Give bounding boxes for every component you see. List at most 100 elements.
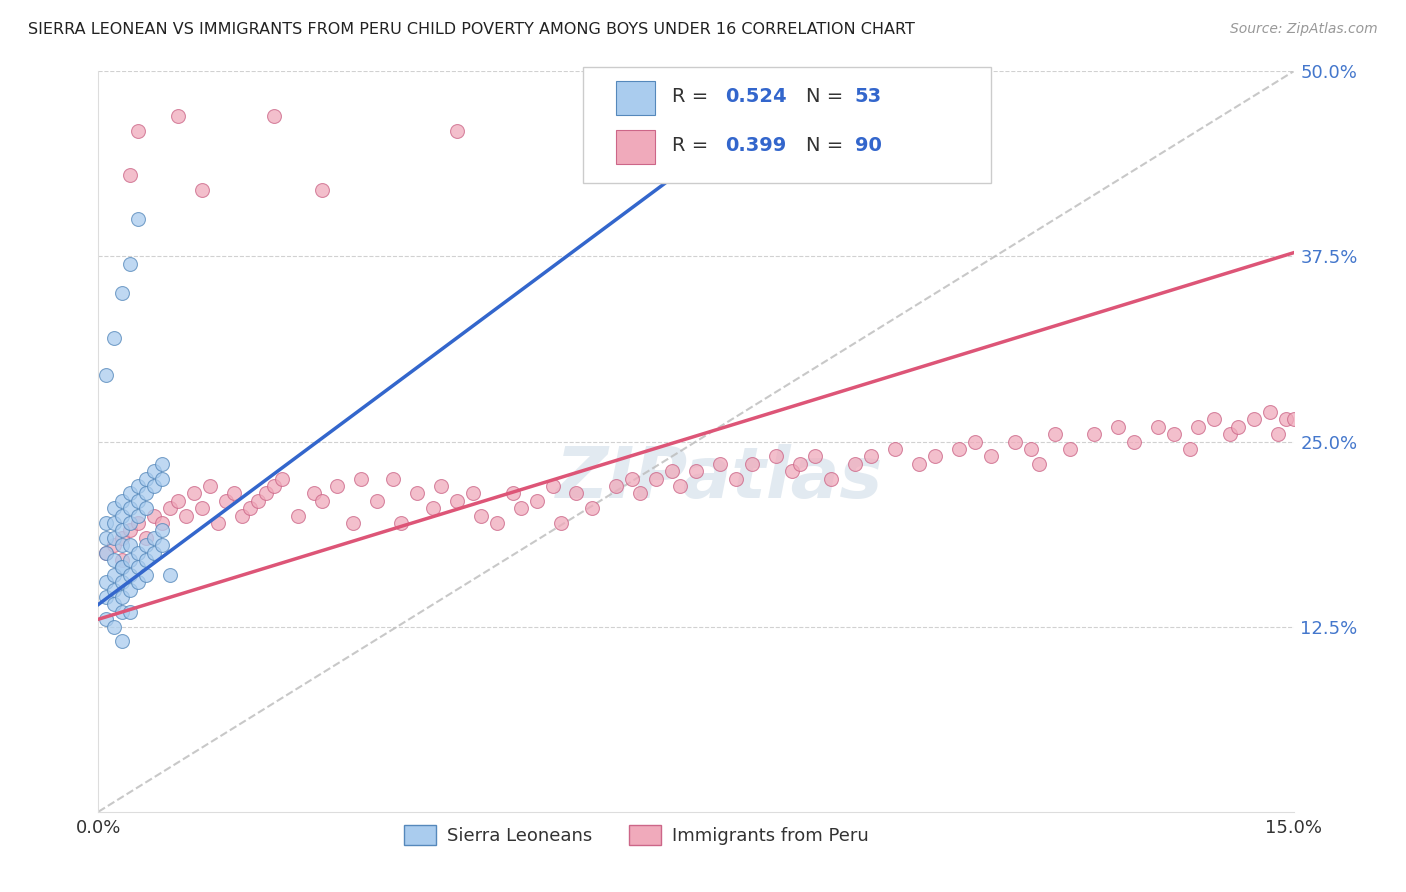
Point: [485, 516, 508, 530]
Point: [860, 450, 883, 464]
Point: [103, 501, 125, 516]
Point: [174, 508, 197, 523]
Point: [127, 575, 149, 590]
Point: [963, 434, 986, 449]
Point: [1202, 412, 1225, 426]
Point: [143, 531, 166, 545]
Point: [135, 471, 157, 485]
Point: [1147, 419, 1170, 434]
Point: [143, 546, 166, 560]
Point: [924, 450, 946, 464]
Point: [741, 457, 763, 471]
Point: [120, 582, 142, 597]
Text: 0.399: 0.399: [725, 136, 787, 155]
Point: [127, 479, 149, 493]
Point: [628, 486, 651, 500]
Point: [127, 123, 149, 137]
Point: [1163, 427, 1185, 442]
Point: [127, 508, 149, 523]
Point: [709, 457, 731, 471]
Point: [103, 619, 125, 633]
Point: [502, 486, 524, 500]
Point: [127, 493, 149, 508]
Point: [159, 567, 181, 582]
Point: [120, 538, 142, 552]
Point: [1019, 442, 1042, 456]
Legend: Sierra Leoneans, Immigrants from Peru: Sierra Leoneans, Immigrants from Peru: [395, 815, 877, 855]
Point: [389, 516, 412, 530]
Point: [120, 524, 142, 538]
Point: [120, 567, 142, 582]
Point: [103, 538, 125, 552]
Point: [645, 471, 668, 485]
Point: [215, 493, 238, 508]
Text: 0.524: 0.524: [725, 87, 787, 106]
Point: [111, 524, 134, 538]
Point: [143, 464, 166, 478]
Point: [270, 471, 292, 485]
Point: [366, 493, 388, 508]
Point: [1083, 427, 1105, 442]
Point: [311, 183, 333, 197]
Point: [685, 464, 707, 478]
Point: [120, 553, 142, 567]
Point: [1219, 427, 1241, 442]
Point: [326, 479, 349, 493]
Point: [127, 560, 149, 574]
Point: [350, 471, 373, 485]
Point: [1187, 419, 1209, 434]
Point: [422, 501, 444, 516]
Point: [135, 567, 157, 582]
Point: [103, 516, 125, 530]
Point: [150, 524, 173, 538]
Point: [96, 516, 118, 530]
Point: [980, 450, 1002, 464]
Point: [120, 486, 142, 500]
Point: [1123, 434, 1146, 449]
Point: [159, 501, 181, 516]
Point: [103, 598, 125, 612]
Point: [111, 531, 134, 545]
Point: [605, 479, 627, 493]
Text: Source: ZipAtlas.com: Source: ZipAtlas.com: [1230, 22, 1378, 37]
Point: [150, 471, 173, 485]
Point: [135, 486, 157, 500]
Point: [430, 479, 453, 493]
Point: [127, 212, 149, 227]
Point: [96, 575, 118, 590]
Point: [111, 560, 134, 574]
Text: N =: N =: [806, 136, 849, 155]
Point: [246, 493, 269, 508]
Point: [526, 493, 548, 508]
Point: [789, 457, 811, 471]
Point: [135, 531, 157, 545]
Point: [120, 257, 142, 271]
Point: [103, 567, 125, 582]
Point: [804, 450, 827, 464]
Point: [103, 331, 125, 345]
Text: SIERRA LEONEAN VS IMMIGRANTS FROM PERU CHILD POVERTY AMONG BOYS UNDER 16 CORRELA: SIERRA LEONEAN VS IMMIGRANTS FROM PERU C…: [28, 22, 915, 37]
Point: [135, 501, 157, 516]
Point: [1282, 412, 1305, 426]
Point: [143, 479, 166, 493]
Point: [111, 634, 134, 648]
Point: [550, 516, 572, 530]
Point: [96, 546, 118, 560]
Point: [191, 501, 214, 516]
Text: R =: R =: [672, 87, 714, 106]
Point: [111, 553, 134, 567]
Point: [96, 546, 118, 560]
Point: [541, 479, 564, 493]
Point: [461, 486, 484, 500]
Point: [765, 450, 787, 464]
Text: ZIPatlas: ZIPatlas: [557, 444, 883, 513]
Point: [135, 538, 157, 552]
Point: [302, 486, 325, 500]
Point: [111, 605, 134, 619]
Point: [1274, 412, 1296, 426]
Point: [239, 501, 262, 516]
Point: [884, 442, 907, 456]
Point: [120, 605, 142, 619]
Point: [120, 501, 142, 516]
Point: [111, 493, 134, 508]
